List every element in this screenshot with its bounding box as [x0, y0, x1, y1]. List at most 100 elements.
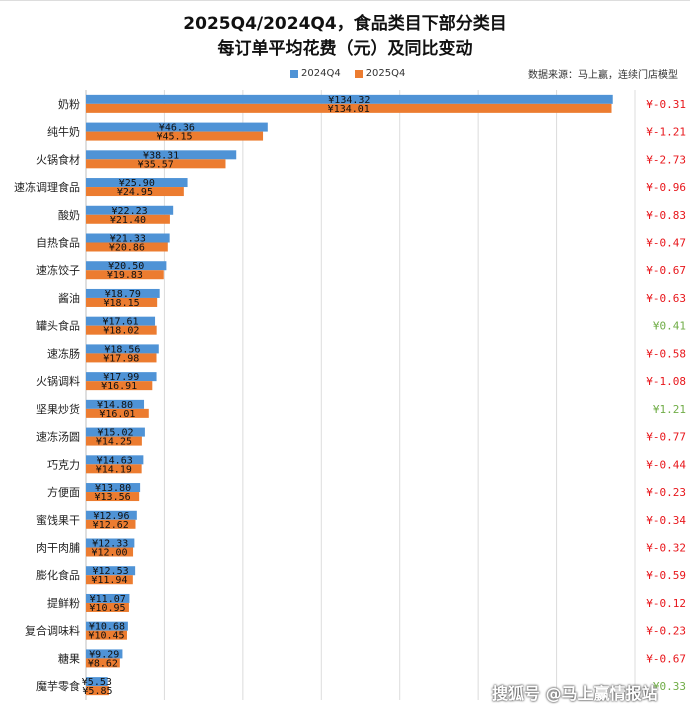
data-label-2025Q4: ¥10.95: [89, 603, 125, 614]
data-label-2024Q4: ¥15.02: [97, 428, 133, 439]
data-label-2025Q4: ¥19.83: [107, 270, 143, 281]
data-label-2025Q4: ¥13.56: [95, 492, 131, 503]
data-label-2025Q4: ¥18.02: [103, 326, 139, 337]
category-label: 巧克力: [47, 458, 80, 471]
bar-2024Q4: [86, 510, 137, 520]
data-label-2025Q4: ¥17.98: [103, 353, 139, 364]
bar-2025Q4: [86, 602, 129, 612]
category-label: 蜜饯果干: [36, 513, 80, 527]
data-label-2025Q4: ¥12.62: [93, 520, 129, 531]
bar-2024Q4: [86, 649, 123, 659]
bar-2025Q4: [86, 436, 142, 446]
category-label: 纯牛奶: [47, 125, 80, 139]
category-label: 自热食品: [36, 236, 80, 250]
category-label: 火锅食材: [36, 152, 80, 166]
bar-2024Q4: [86, 593, 130, 603]
data-label-2024Q4: ¥12.33: [92, 539, 128, 550]
bar-2024Q4: [86, 178, 188, 188]
legend-item-2024: 2024Q4: [290, 68, 341, 79]
bar-2025Q4: [86, 575, 133, 585]
bar-2025Q4: [86, 214, 170, 224]
category-label: 膨化食品: [36, 568, 80, 582]
top-border: [0, 0, 690, 1]
category-label: 罐头食品: [36, 319, 80, 333]
yoy-change-label: ¥-0.77: [646, 431, 686, 444]
chart-title-line2: 每订单平均花费（元）及同比变动: [217, 39, 473, 59]
bar-2024Q4: [86, 455, 144, 465]
data-label-2024Q4: ¥11.07: [90, 594, 126, 605]
bar-2025Q4: [86, 381, 153, 391]
data-label-2025Q4: ¥20.86: [109, 243, 145, 254]
bar-2025Q4: [86, 658, 120, 668]
data-label-2024Q4: ¥20.50: [108, 261, 144, 272]
yoy-change-label: ¥-0.32: [646, 542, 686, 555]
bar-2025Q4: [86, 270, 164, 280]
category-label: 奶粉: [58, 97, 80, 111]
data-label-2024Q4: ¥18.56: [104, 344, 140, 355]
yoy-change-label: ¥-0.58: [646, 347, 686, 360]
category-label: 酸奶: [58, 208, 80, 222]
bar-2025Q4: [86, 325, 157, 335]
yoy-change-label: ¥-0.67: [646, 264, 686, 277]
data-label-2025Q4: ¥8.62: [88, 658, 118, 669]
bar-2025Q4: [86, 408, 149, 418]
data-label-2025Q4: ¥45.15: [156, 132, 192, 143]
bar-2024Q4: [86, 621, 128, 631]
legend-swatch-2024: [290, 69, 298, 78]
chart-title-line1: 2025Q4/2024Q4，食品类目下部分类目: [183, 14, 507, 34]
bar-2025Q4: [86, 686, 109, 696]
bar-2024Q4: [86, 205, 174, 215]
bar-2024Q4: [86, 233, 170, 243]
data-label-2024Q4: ¥21.33: [110, 234, 146, 245]
category-label: 肉干肉脯: [36, 542, 80, 555]
data-label-2024Q4: ¥134.32: [328, 95, 370, 106]
data-label-2024Q4: ¥12.53: [93, 566, 129, 577]
data-label-2025Q4: ¥16.91: [101, 381, 137, 392]
legend-swatch-2025: [354, 69, 363, 78]
yoy-change-label: ¥-0.12: [646, 597, 686, 610]
yoy-change-label: ¥-0.44: [646, 458, 686, 471]
data-label-2025Q4: ¥134.01: [328, 104, 370, 115]
category-label: 糖果: [58, 651, 80, 665]
data-label-2025Q4: ¥21.40: [110, 215, 146, 226]
yoy-change-label: ¥-0.47: [646, 237, 686, 250]
bar-2024Q4: [86, 344, 159, 354]
data-label-2025Q4: ¥14.19: [96, 464, 132, 475]
bar-2025Q4: [86, 630, 127, 640]
data-label-2024Q4: ¥5.53: [82, 677, 112, 688]
data-label-2025Q4: ¥11.94: [91, 575, 127, 586]
data-label-2024Q4: ¥25.90: [119, 178, 155, 189]
bar-2024Q4: [86, 288, 160, 298]
legend-item-2025: 2025Q4: [354, 68, 406, 79]
data-label-2024Q4: ¥17.61: [102, 317, 138, 328]
category-label: 火锅调料: [36, 374, 80, 388]
data-label-2024Q4: ¥13.80: [95, 483, 131, 494]
yoy-change-label: ¥-0.63: [646, 292, 686, 305]
legend-label-2025: 2025Q4: [365, 68, 406, 79]
bar-2024Q4: [86, 122, 268, 132]
bar-2024Q4: [86, 316, 156, 326]
data-label-2024Q4: ¥14.63: [97, 455, 133, 466]
data-label-2024Q4: ¥18.79: [105, 289, 141, 300]
bar-2025Q4: [86, 242, 168, 252]
yoy-change-label: ¥-0.59: [646, 569, 686, 582]
category-label: 速冻肠: [47, 346, 80, 360]
data-label-2025Q4: ¥16.01: [99, 409, 135, 420]
watermark: 搜狐号 @马上赢情报站: [492, 684, 658, 703]
legend: 2024Q4 2025Q4: [290, 68, 405, 79]
bar-2024Q4: [86, 566, 136, 576]
category-label: 速冻汤圆: [36, 430, 80, 444]
bar-2025Q4: [86, 187, 184, 197]
yoy-change-label: ¥-1.21: [646, 126, 686, 139]
bar-2024Q4: [86, 261, 167, 271]
data-source-note: 数据来源：马上赢，连续门店模型: [528, 70, 678, 81]
data-label-2025Q4: ¥5.85: [82, 686, 112, 697]
data-label-2024Q4: ¥46.36: [159, 123, 195, 134]
bar-2025Q4: [86, 159, 226, 169]
bar-2025Q4: [86, 547, 134, 557]
category-label: 速冻调理食品: [14, 180, 80, 194]
bar-2024Q4: [86, 372, 157, 382]
bar-2025Q4: [86, 297, 158, 307]
yoy-change-label: ¥-0.23: [646, 625, 686, 638]
